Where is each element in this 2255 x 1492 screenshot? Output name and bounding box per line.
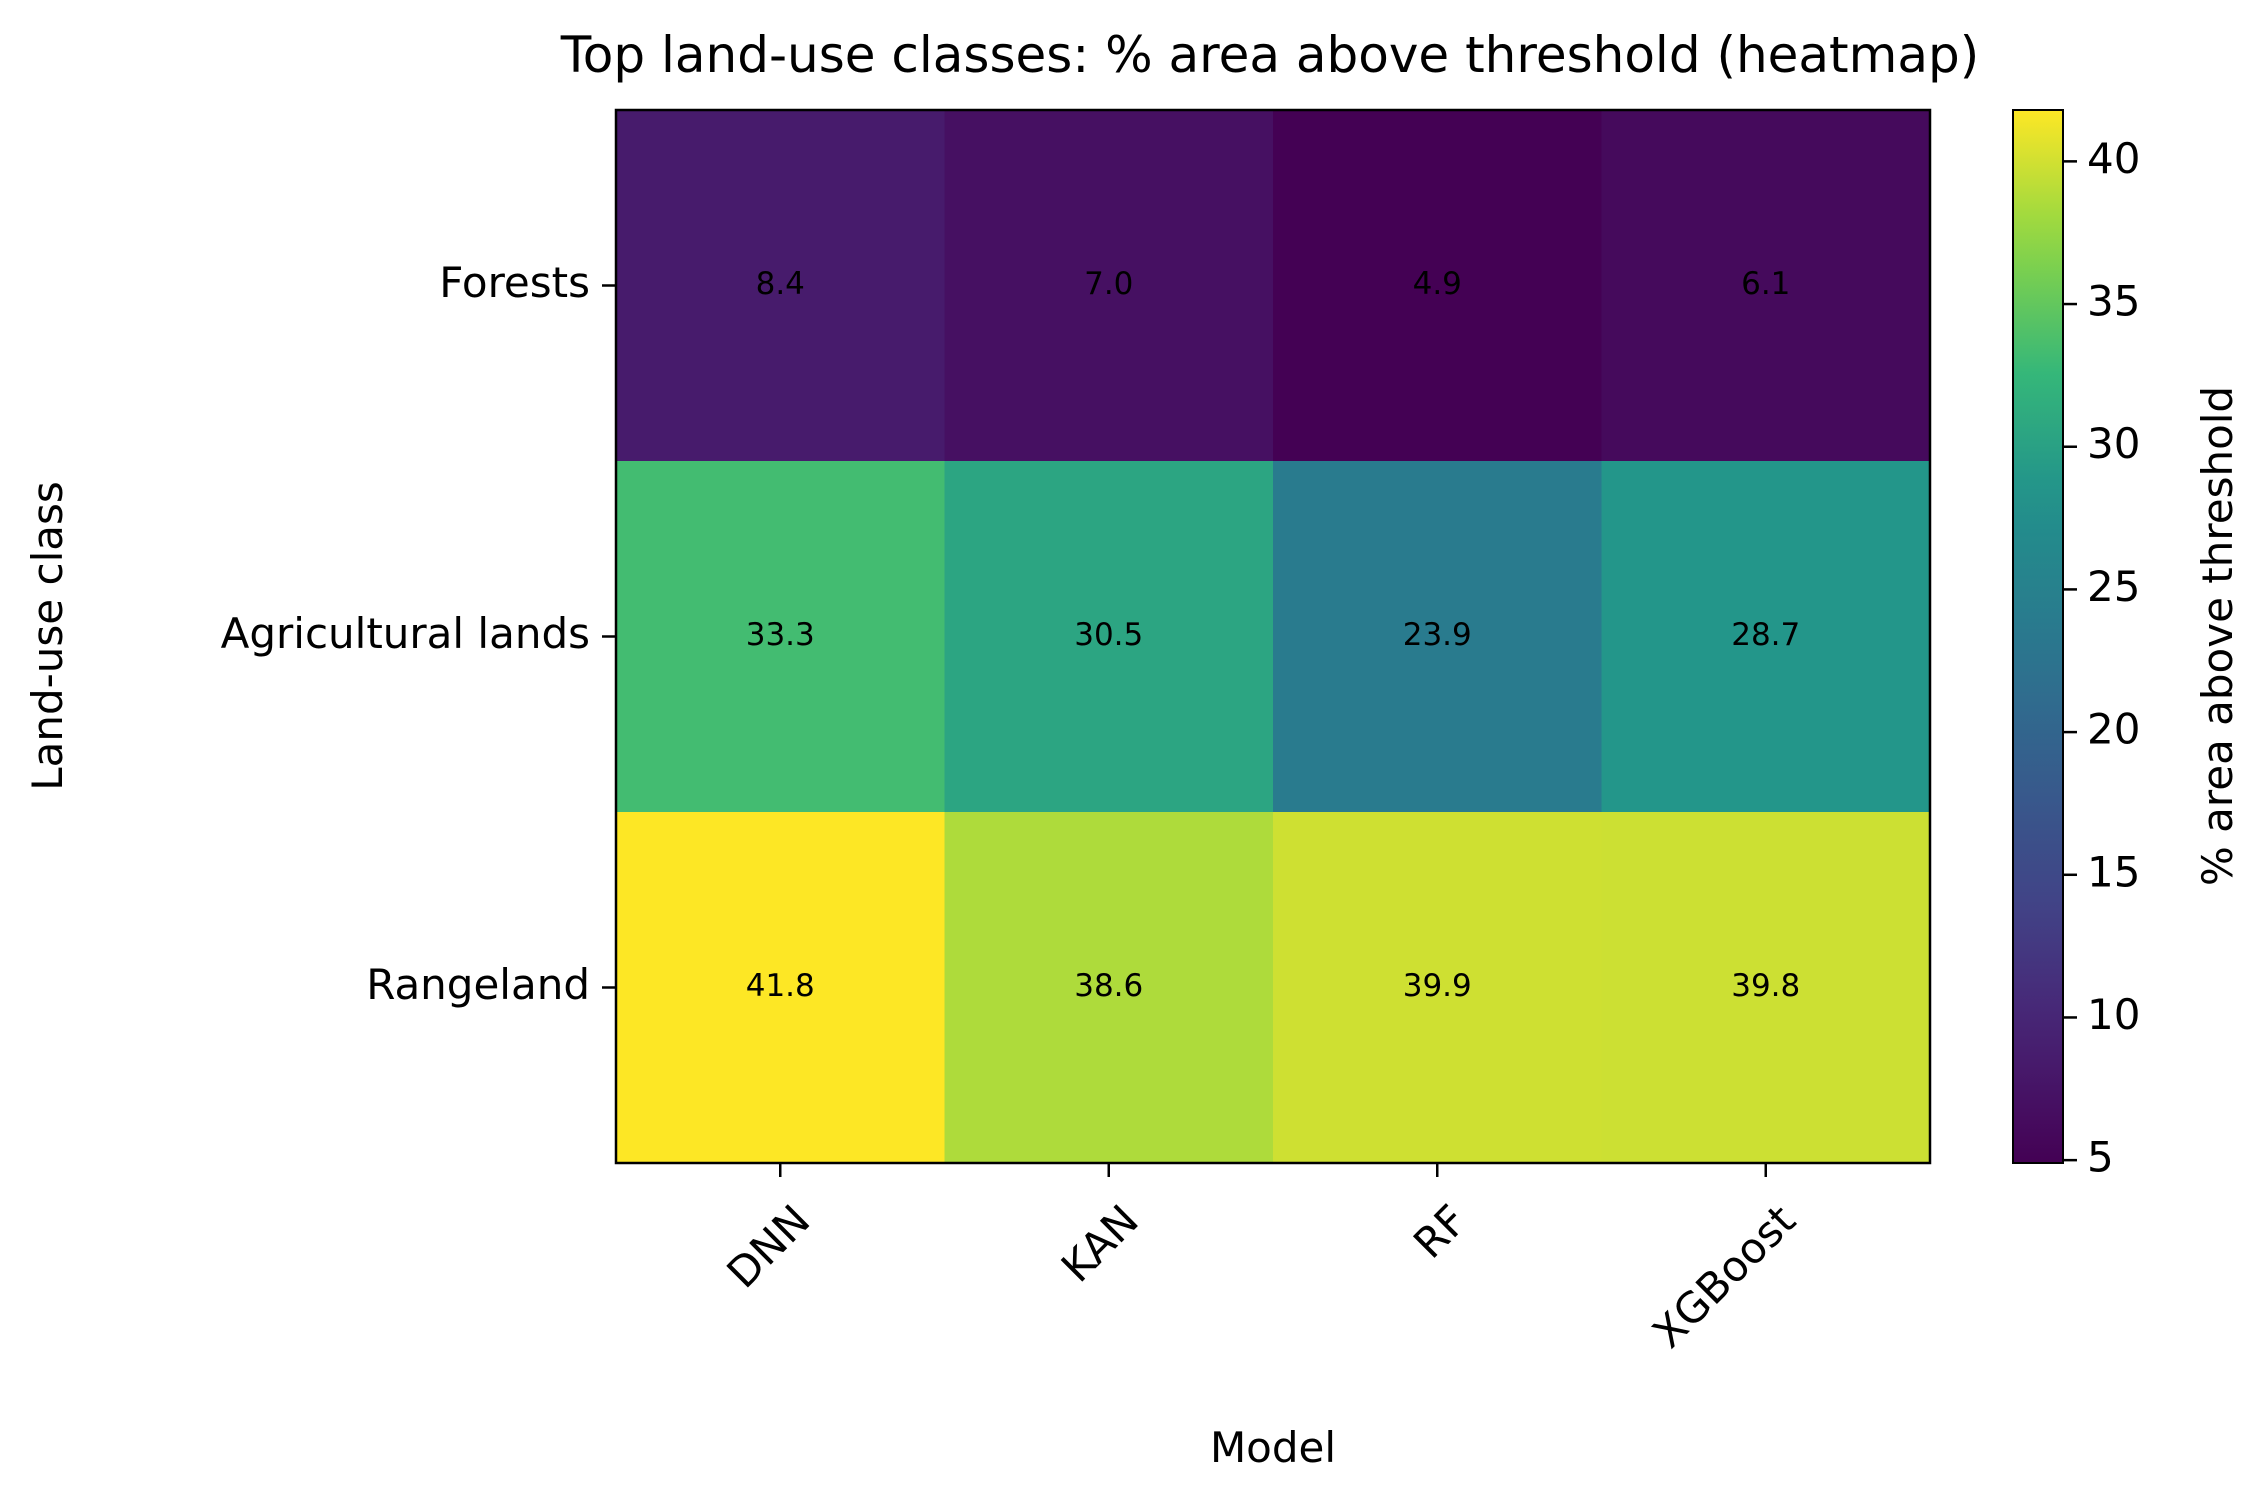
cell-value-label: 41.8	[746, 968, 815, 1004]
cell-value-label: 4.9	[1413, 266, 1462, 302]
colorbar	[2012, 109, 2064, 1164]
cell-value-label: 38.6	[1074, 968, 1143, 1004]
cell-value-label: 39.8	[1731, 968, 1800, 1004]
cell-value-label: 33.3	[746, 617, 815, 653]
colorbar-label: % area above threshold	[2193, 386, 2242, 886]
cell-value-label: 23.9	[1403, 617, 1472, 653]
heatmap-cell	[944, 461, 1274, 813]
cell-value-label: 7.0	[1084, 266, 1133, 302]
x-tick-label: RF	[1404, 1195, 1476, 1267]
heatmap-cell	[616, 812, 945, 1164]
cell-value-label: 30.5	[1074, 617, 1143, 653]
cell-value-label: 6.1	[1741, 266, 1790, 302]
chart-title: Top land-use classes: % area above thres…	[560, 26, 1980, 84]
colorbar-tick-label: 25	[2087, 562, 2140, 611]
heatmap-cell-labels: 8.4 7.0 4.9 6.1 33.3 30.5 23.9 28.7 41.8 38.6 39.9…	[746, 266, 1801, 1004]
heatmap-cell	[1273, 110, 1602, 462]
x-axis-ticks: DNN KAN RF XGBoost	[717, 1163, 1805, 1357]
y-tick-label: Forests	[439, 258, 590, 307]
heatmap-cell	[944, 812, 1274, 1164]
heatmap-cell	[1601, 110, 1931, 462]
heatmap-cell	[616, 110, 945, 462]
y-tick-label: Rangeland	[366, 960, 590, 1009]
x-tick-label: KAN	[1052, 1195, 1148, 1291]
colorbar-tick-label: 35	[2087, 277, 2140, 326]
heatmap-cell	[1601, 812, 1931, 1164]
heatmap-cell	[1273, 812, 1602, 1164]
colorbar-tick-label: 30	[2087, 419, 2140, 468]
heatmap-cell	[1273, 461, 1602, 813]
colorbar-tick-label: 20	[2087, 705, 2140, 754]
colorbar-tick-label: 15	[2087, 847, 2140, 896]
colorbar-ticks: 5 10 15 20 25 30 35 40	[2063, 134, 2140, 1182]
heatmap-cell	[1601, 461, 1931, 813]
cell-value-label: 8.4	[756, 266, 805, 302]
colorbar-tick-label: 40	[2087, 134, 2140, 183]
x-tick-label: DNN	[717, 1195, 819, 1297]
cell-value-label: 28.7	[1731, 617, 1800, 653]
heatmap-cell	[944, 110, 1274, 462]
colorbar-tick-label: 10	[2087, 990, 2140, 1039]
y-tick-label: Agricultural lands	[221, 609, 590, 658]
heatmap-cell	[616, 461, 945, 813]
heatmap-cells	[616, 110, 1931, 1164]
colorbar-tick-label: 5	[2087, 1133, 2114, 1182]
y-axis-label: Land-use class	[23, 481, 72, 791]
x-tick-label: XGBoost	[1643, 1195, 1805, 1357]
cell-value-label: 39.9	[1403, 968, 1472, 1004]
y-axis-ticks: Forests Agricultural lands Rangeland	[221, 258, 616, 1009]
x-axis-label: Model	[1210, 1423, 1336, 1472]
